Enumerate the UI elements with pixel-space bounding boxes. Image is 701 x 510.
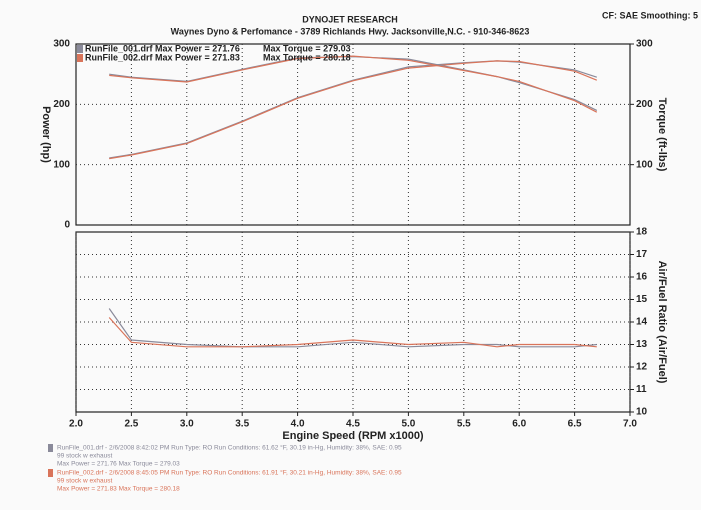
- y2-tick-label: 10: [636, 407, 648, 418]
- y2-axis-label: Air/Fuel Ratio (Air/Fuel): [656, 261, 668, 384]
- legend-power: RunFile_001.drf Max Power = 271.76: [85, 43, 240, 53]
- x-tick-label: 4.0: [291, 419, 305, 430]
- x-tick-label: 5.5: [457, 419, 471, 430]
- x-tick-label: 2.5: [124, 419, 138, 430]
- y2-tick-label: 13: [636, 339, 648, 350]
- footer-line: Max Power = 271.83 Max Torque = 280.18: [57, 486, 180, 493]
- x-axis-label: Engine Speed (RPM x1000): [282, 430, 424, 442]
- x-tick-label: 7.0: [623, 419, 637, 430]
- y-tick-label: 0: [64, 220, 70, 231]
- x-tick-label: 5.0: [401, 419, 415, 430]
- legend-swatch: [77, 45, 83, 53]
- y2-axis-label: Torque (ft-lbs): [656, 98, 668, 172]
- data-line: [109, 55, 598, 113]
- y-axis-label: Power (hp): [40, 106, 52, 163]
- y2-tick-label: 11: [636, 384, 647, 395]
- subtitle: Waynes Dyno & Perfomance - 3789 Richland…: [171, 26, 530, 36]
- x-tick-label: 6.5: [568, 419, 582, 430]
- footer-swatch: [48, 469, 53, 477]
- settings: CF: SAE Smoothing: 5: [602, 10, 698, 20]
- legend-swatch: [77, 54, 83, 62]
- y2-tick-label: 200: [636, 99, 653, 110]
- x-tick-label: 3.0: [180, 419, 194, 430]
- y2-tick-label: 16: [636, 272, 648, 283]
- y2-tick-label: 17: [636, 249, 648, 260]
- y-tick-label: 300: [53, 39, 70, 50]
- y2-tick-label: 100: [636, 159, 653, 170]
- data-line: [109, 60, 598, 160]
- y2-tick-label: 18: [636, 227, 648, 238]
- y-tick-label: 100: [53, 159, 70, 170]
- footer-line: RunFile_002.drf - 2/6/2008 8:45:05 PM Ru…: [57, 469, 402, 477]
- footer-swatch: [48, 444, 53, 452]
- y2-tick-label: 300: [636, 39, 653, 50]
- footer-line: Max Power = 271.76 Max Torque = 279.03: [57, 461, 180, 468]
- x-tick-label: 6.0: [512, 419, 526, 430]
- legend-torque: Max Torque = 280.18: [263, 52, 351, 62]
- data-line: [108, 308, 597, 348]
- data-line: [108, 317, 597, 348]
- y-tick-label: 200: [53, 99, 70, 110]
- x-tick-label: 2.0: [69, 419, 83, 430]
- footer-line: 99 stock w exhaust: [57, 478, 112, 485]
- y2-tick-label: 15: [636, 294, 648, 305]
- footer-line: 99 stock w exhaust: [57, 453, 112, 460]
- legend-torque: Max Torque = 279.03: [263, 43, 351, 53]
- y2-tick-label: 12: [636, 362, 648, 373]
- legend-power: RunFile_002.drf Max Power = 271.83: [85, 52, 240, 62]
- title: DYNOJET RESEARCH: [302, 14, 398, 24]
- x-tick-label: 3.5: [235, 419, 249, 430]
- x-tick-label: 4.5: [346, 419, 360, 430]
- footer-line: RunFile_001.drf - 2/6/2008 8:42:02 PM Ru…: [57, 444, 402, 452]
- y2-tick-label: 14: [636, 317, 648, 328]
